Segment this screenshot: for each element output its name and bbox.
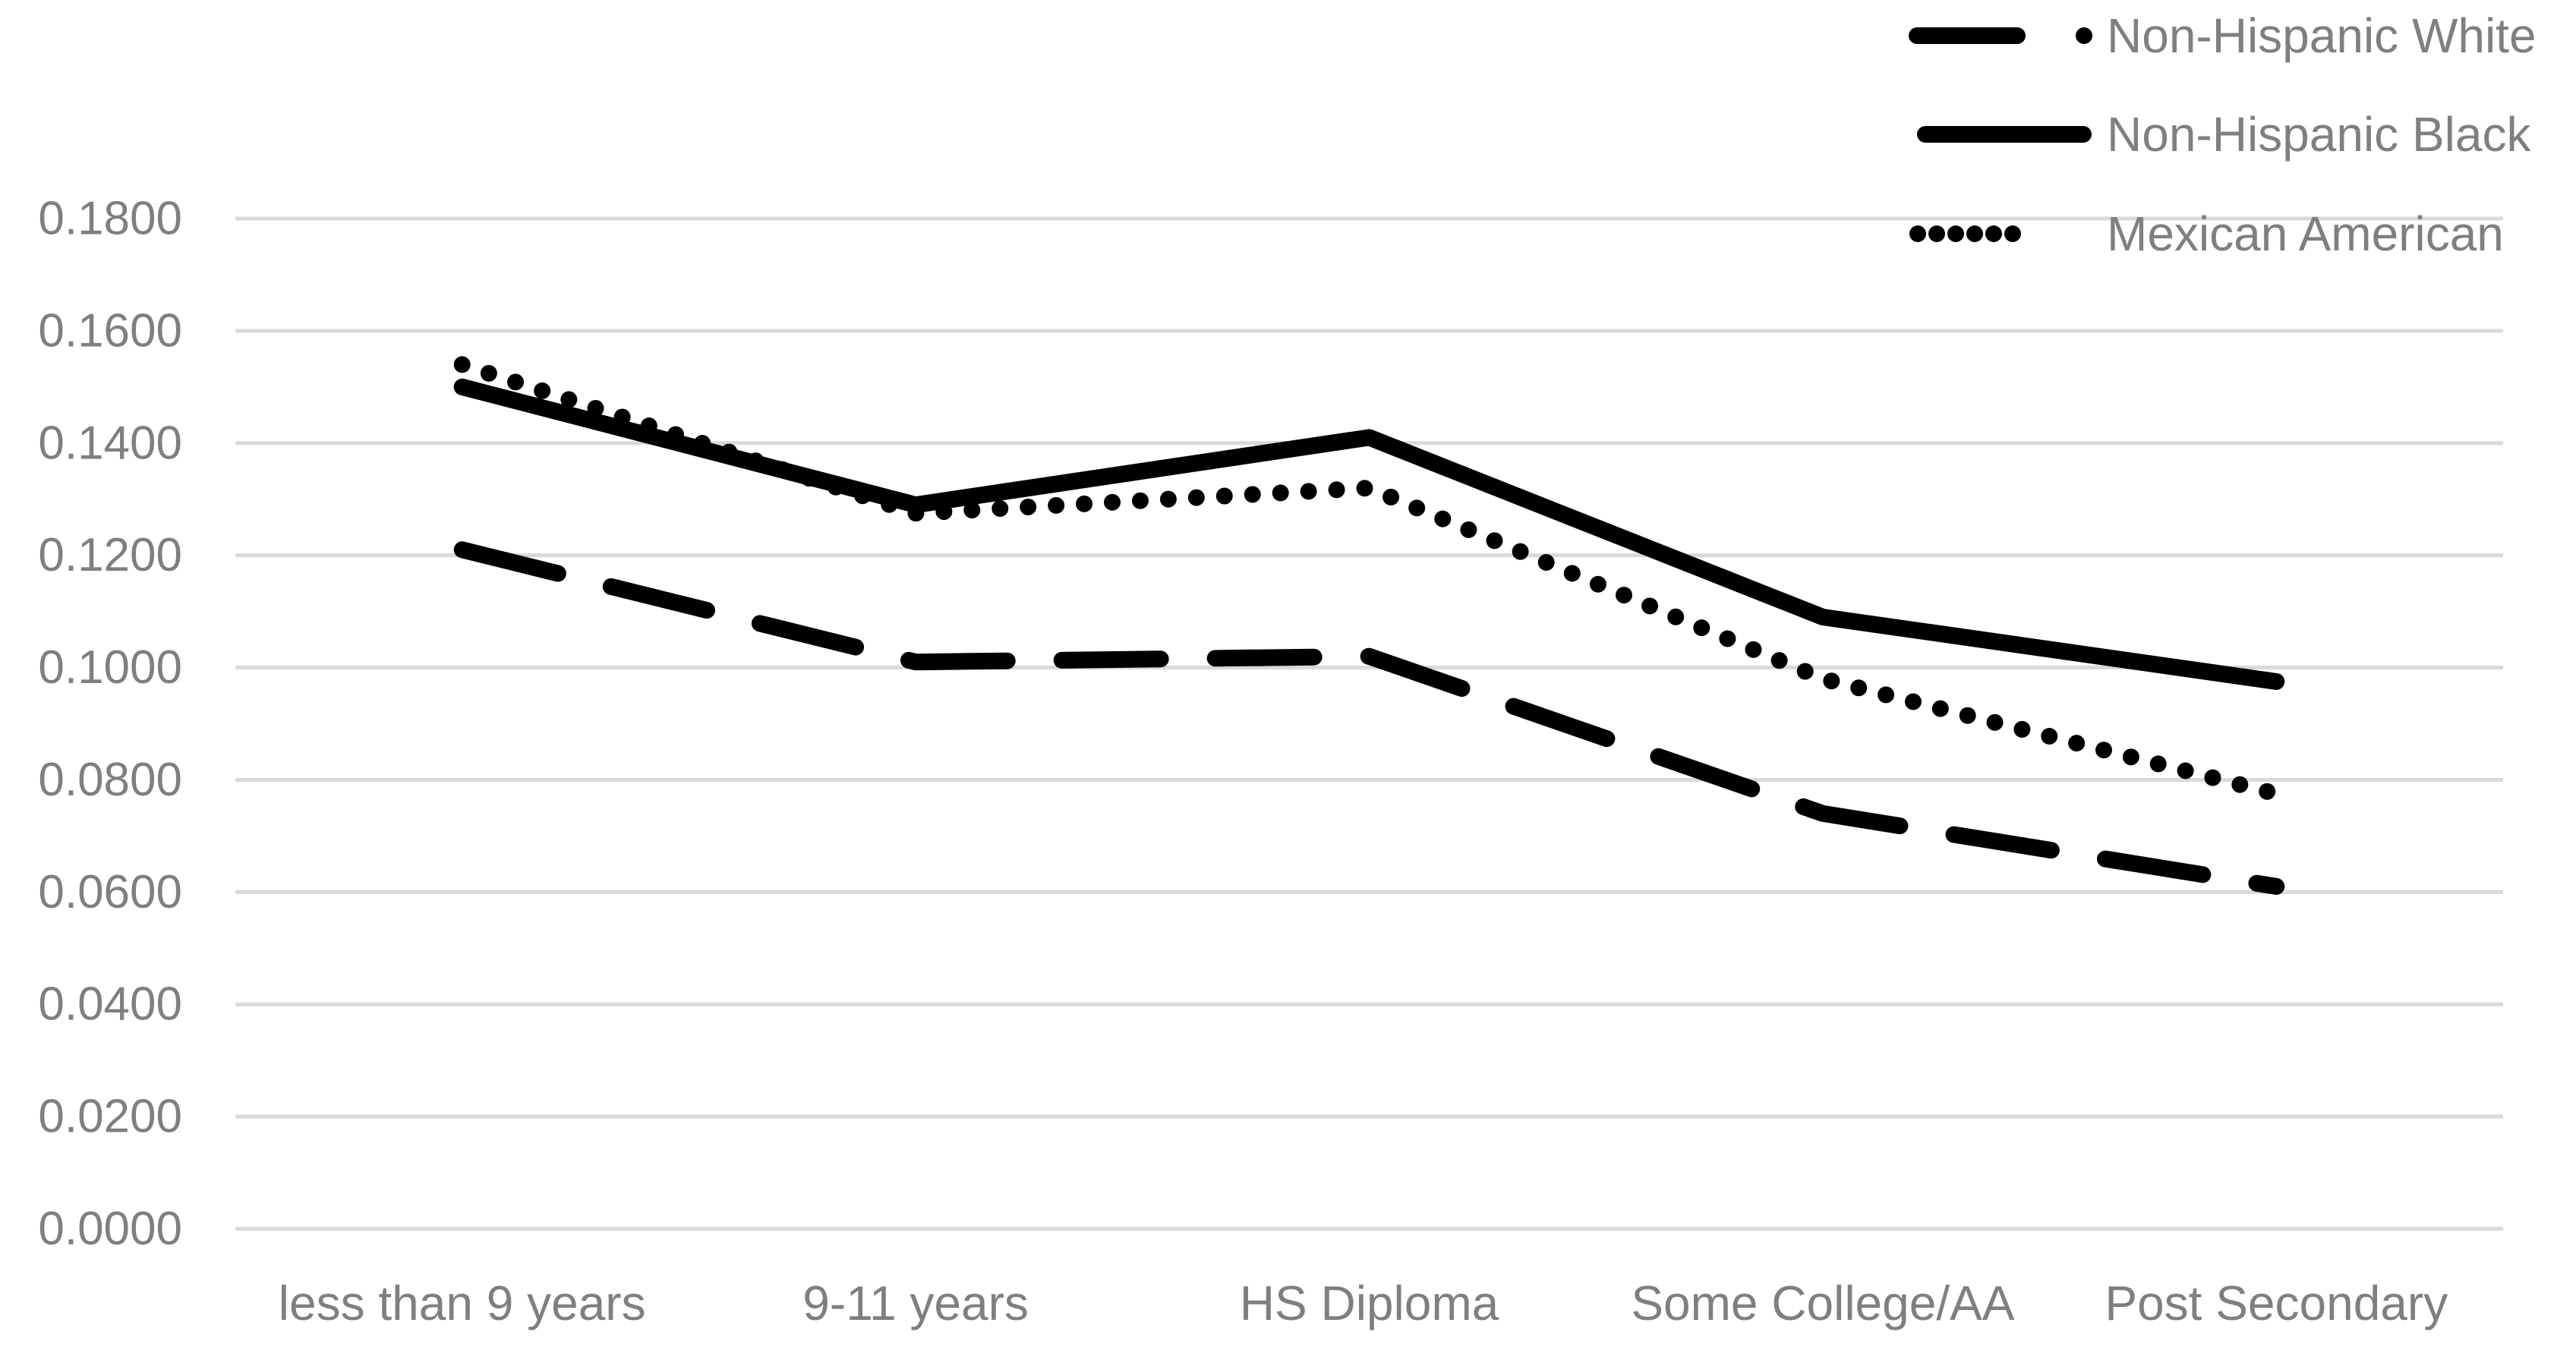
legend-swatch-dotted xyxy=(1985,225,2002,242)
y-axis-tick-label: 0.0800 xyxy=(38,754,182,806)
series-line-solid xyxy=(453,378,2285,690)
x-axis-category-label: less than 9 years xyxy=(279,1276,646,1331)
y-axis-tick-label: 0.1200 xyxy=(38,529,182,581)
legend-label: Non-Hispanic White xyxy=(2107,8,2537,63)
legend-swatch-dotted xyxy=(1966,225,1983,242)
legend-label: Non-Hispanic Black xyxy=(2107,107,2531,162)
legend-swatch-dotted xyxy=(2004,225,2021,242)
y-axis-tick-label: 0.1400 xyxy=(38,417,182,469)
y-axis-tick-label: 0.0600 xyxy=(38,866,182,918)
legend-swatch-dot xyxy=(2076,27,2092,44)
series-line-long-dash xyxy=(453,541,2285,895)
legend-swatch-dotted xyxy=(1909,225,1926,242)
series-line-dotted xyxy=(453,356,2285,802)
legend-label: Mexican American xyxy=(2107,206,2504,261)
x-axis-category-label: 9-11 years xyxy=(802,1276,1029,1331)
y-axis-tick-label: 0.0400 xyxy=(38,978,182,1031)
y-axis-tick-label: 0.1600 xyxy=(38,304,182,357)
y-axis-tick-label: 0.0000 xyxy=(38,1203,182,1255)
x-axis-category-label: Post Secondary xyxy=(2105,1276,2448,1331)
x-axis-category-label: Some College/AA xyxy=(1631,1276,2014,1331)
x-axis-category-label: HS Diploma xyxy=(1240,1276,1499,1331)
y-axis-tick-label: 0.1000 xyxy=(38,641,182,694)
y-axis-tick-label: 0.0200 xyxy=(38,1091,182,1143)
legend-swatch-dotted xyxy=(1947,225,1964,242)
legend-swatch-dotted xyxy=(1928,225,1945,242)
y-axis-tick-label: 0.1800 xyxy=(38,193,182,245)
